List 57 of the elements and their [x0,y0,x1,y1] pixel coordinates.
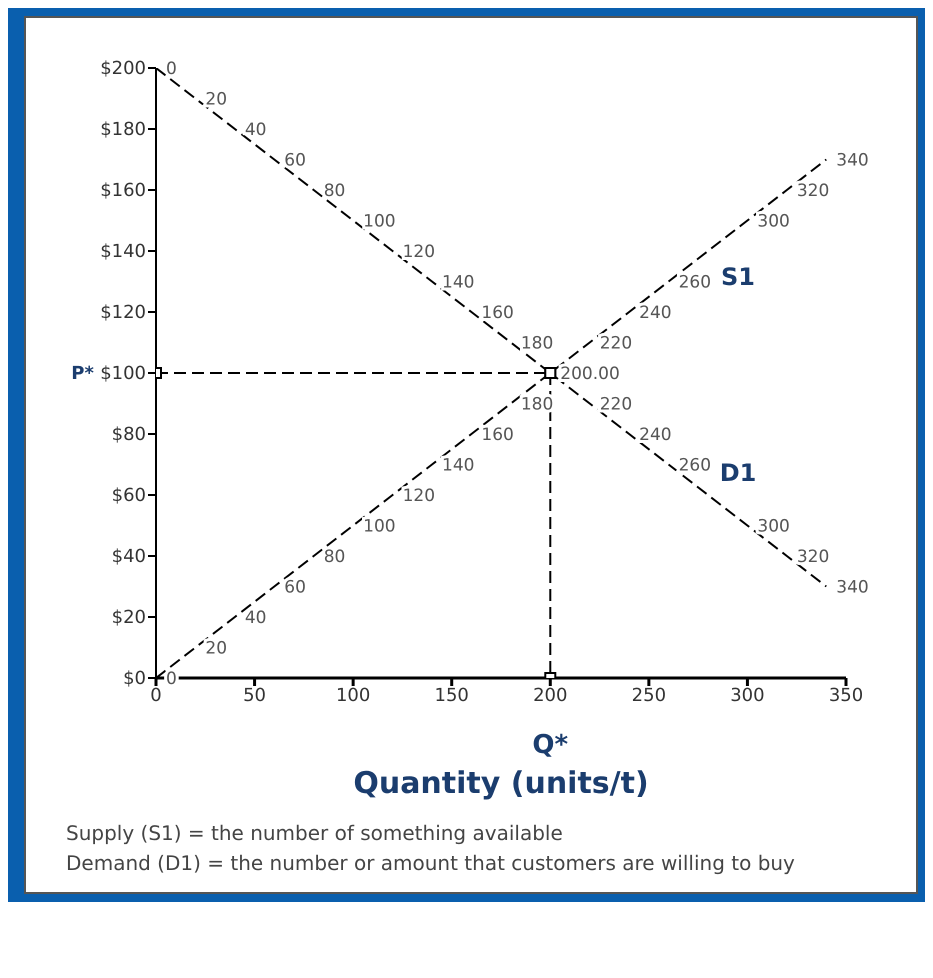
x-tick-label: 200 [533,684,568,706]
y-tick-label: $180 [100,119,146,140]
annotation: 40 [244,120,266,140]
annotation: 60 [284,578,306,598]
annotation: 60 [284,150,306,170]
annotation: 240 [639,303,672,323]
annotation: 140 [442,272,474,292]
y-tick-label: $60 [112,485,146,506]
annotation: 240 [639,425,672,445]
x-tick-label: 250 [632,684,666,706]
series-label: D1 [720,459,756,487]
annotation: 260 [678,272,712,292]
y-tick-label: $140 [100,241,146,262]
y-tick-label: $160 [100,180,146,201]
x-tick-label: 300 [730,684,765,706]
annotation: 320 [796,181,830,201]
annotation: 180 [520,394,554,414]
series-label: S1 [721,263,755,291]
x-tick-label: 100 [336,684,370,706]
annotation: 340 [836,150,869,170]
x-tick-label: 0 [150,684,162,706]
annotation: 220 [600,394,632,414]
x-axis-title: Quantity (units/t) [353,766,649,801]
y-tick-label: $40 [112,546,146,567]
annotation: Q* [532,730,569,760]
annotation: 40 [244,608,266,628]
y-tick-label: P* $100 [71,363,146,384]
annotation: 160 [481,425,514,445]
annotation: 20 [205,638,228,658]
text: Demand (D1) = the number or amount that customers are willing to buy [66,850,796,877]
annotation: 100 [363,516,396,536]
y-tick-label: $200 [100,58,146,79]
x-tick-label: 50 [243,684,266,706]
y-tick-label: $0 [123,668,146,689]
text: Supply (S1) = the number of something available [66,820,564,847]
annotation: 0 [166,59,177,79]
annotation: 320 [796,547,830,567]
annotation: 20 [205,90,228,110]
annotation: 200.00 [560,364,620,384]
annotation: 120 [402,242,436,262]
annotation: 220 [600,334,632,354]
x-tick-label: 150 [434,684,469,706]
annotation: 300 [757,212,790,232]
y-tick-label: $20 [112,607,146,628]
x-tick-label: 350 [828,684,864,706]
annotation: 340 [836,578,869,598]
y-tick-label: $120 [100,302,146,323]
annotation: 120 [402,486,436,506]
annotation: 140 [442,456,474,476]
annotation: 100 [363,212,396,232]
annotation: 260 [678,456,712,476]
annotation: 300 [757,516,790,536]
annotation: 80 [324,547,346,567]
annotation: 180 [520,334,554,354]
annotation: 80 [324,181,346,201]
annotation: 160 [481,303,514,323]
y-tick-label: $80 [112,424,146,445]
